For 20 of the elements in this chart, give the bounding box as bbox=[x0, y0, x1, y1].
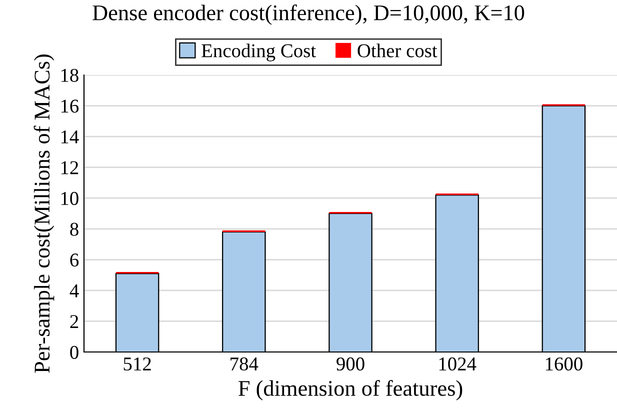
x-tick-label: 900 bbox=[336, 357, 364, 371]
y-tick-label: 10 bbox=[61, 192, 78, 206]
x-tick-label: 1600 bbox=[546, 357, 582, 371]
y-tick-label: 4 bbox=[70, 284, 79, 298]
y-tick-label: 16 bbox=[61, 100, 79, 113]
x-tick-label: 512 bbox=[124, 357, 151, 371]
x-tick-label: 1024 bbox=[439, 357, 476, 371]
y-axis-title: Per-sample cost(Millions of MACs) bbox=[34, 54, 54, 373]
legend-label: Other cost bbox=[358, 44, 438, 58]
x-tick-label: 784 bbox=[230, 357, 258, 371]
y-tick-label: 6 bbox=[70, 254, 79, 267]
y-tick-label: 2 bbox=[70, 315, 78, 328]
y-tick-label: 8 bbox=[70, 222, 78, 236]
x-axis-title: F (dimension of features) bbox=[238, 380, 462, 400]
chart-title: Dense encoder cost(inference), D=10,000, K=10 bbox=[92, 4, 524, 25]
legend-label: Encoding Cost bbox=[202, 44, 316, 62]
y-tick-label: 14 bbox=[61, 130, 79, 144]
y-tick-label: 0 bbox=[70, 346, 78, 359]
y-tick-label: 12 bbox=[61, 161, 78, 174]
y-tick-label: 18 bbox=[61, 68, 78, 82]
